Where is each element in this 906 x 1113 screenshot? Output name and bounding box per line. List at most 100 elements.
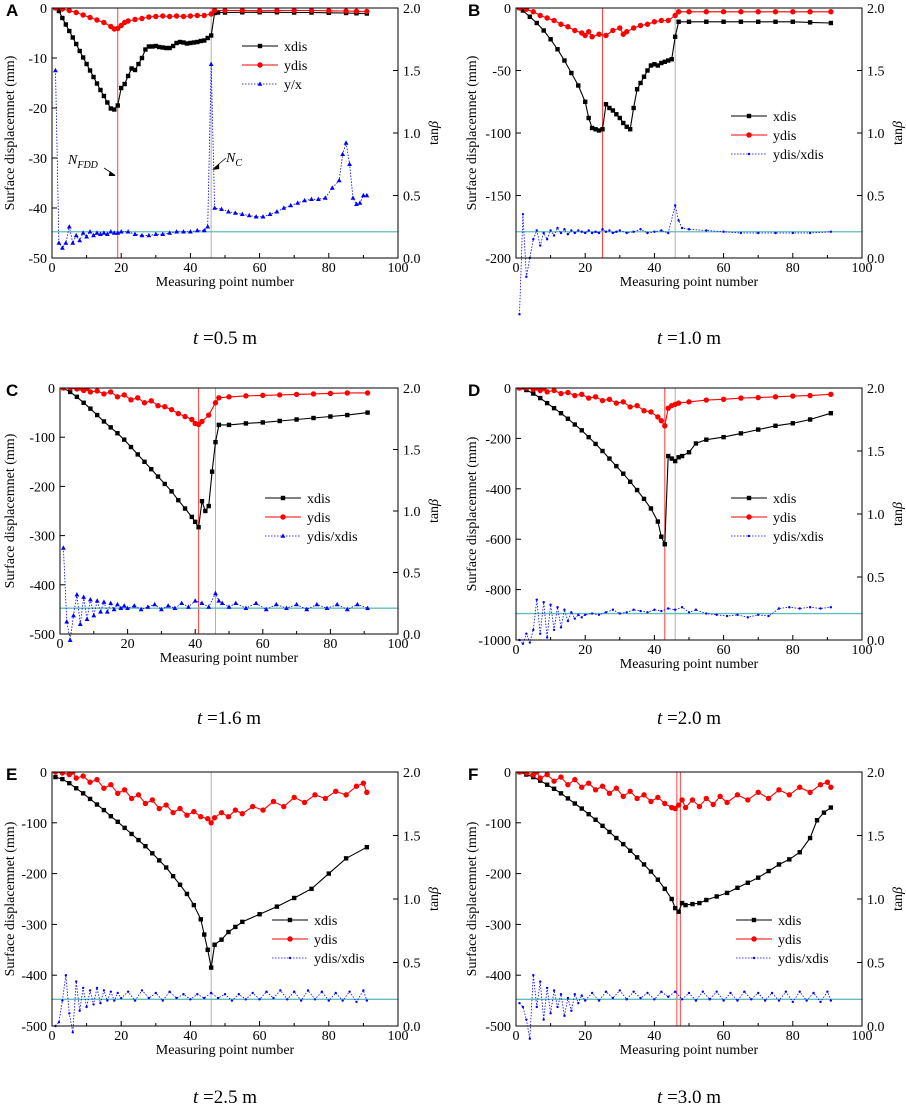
series-xdis <box>517 388 834 547</box>
data-point <box>125 73 131 79</box>
data-point <box>286 998 289 1001</box>
data-point <box>694 608 698 611</box>
y2-axis-title: tanβ <box>427 121 442 145</box>
y2-axis-title-text: tan <box>427 894 442 911</box>
data-point <box>532 238 535 241</box>
data-point <box>196 993 199 996</box>
data-point <box>199 498 205 504</box>
data-point <box>87 68 93 73</box>
data-point <box>154 991 157 995</box>
data-point <box>570 611 573 614</box>
data-point <box>52 772 59 775</box>
data-point <box>537 775 543 781</box>
data-point <box>585 29 592 35</box>
data-point <box>539 632 542 635</box>
data-point <box>139 55 145 61</box>
data-point <box>521 213 525 216</box>
data-point <box>141 400 148 406</box>
data-point <box>53 774 58 780</box>
data-point <box>620 793 626 800</box>
data-point <box>73 232 79 238</box>
data-point <box>237 993 241 996</box>
caption-value: =1.0 m <box>662 328 721 349</box>
data-point <box>655 519 661 524</box>
data-point <box>251 991 254 995</box>
data-point <box>136 61 141 67</box>
data-point <box>115 230 121 235</box>
y2-tick-label: 1.0 <box>867 893 885 908</box>
legend-marker <box>747 152 751 156</box>
data-point <box>738 19 744 24</box>
data-point <box>545 636 549 639</box>
legend-label: ydis/xdis <box>314 952 365 967</box>
data-point <box>184 891 190 897</box>
y-tick-label: 0 <box>40 2 47 17</box>
plot-frame <box>515 771 863 1027</box>
caption-variable: t <box>657 708 663 729</box>
data-point <box>309 196 314 202</box>
data-point <box>105 100 110 105</box>
legend-label: xdis <box>314 914 337 929</box>
data-point <box>817 782 824 788</box>
data-point <box>121 787 128 793</box>
data-point <box>147 996 151 1000</box>
data-point <box>552 628 556 632</box>
data-point <box>209 469 215 474</box>
data-point <box>59 8 66 12</box>
data-point <box>641 407 647 414</box>
data-point <box>667 607 670 610</box>
y-tick-label: -500 <box>485 1020 511 1035</box>
data-point <box>767 614 770 618</box>
panel-letter: A <box>6 1 18 20</box>
data-point <box>577 229 580 232</box>
x-tick-label: 20 <box>578 643 592 658</box>
y2-axis-title: tanβ <box>891 502 906 526</box>
data-point <box>829 999 833 1002</box>
data-point <box>74 592 80 597</box>
data-point <box>187 13 194 19</box>
data-point <box>98 87 103 93</box>
data-point <box>149 797 156 803</box>
data-point <box>108 229 114 234</box>
data-point <box>722 999 725 1002</box>
data-point <box>181 229 186 234</box>
data-point <box>233 600 239 606</box>
caption-variable: t <box>193 328 199 349</box>
legend-marker <box>257 43 263 49</box>
data-point <box>829 606 833 609</box>
data-point <box>333 788 339 795</box>
data-point <box>52 8 59 11</box>
panel-letter: E <box>6 765 17 784</box>
data-point <box>343 8 349 14</box>
data-point <box>821 810 827 815</box>
data-point <box>755 9 761 15</box>
data-point <box>724 890 730 896</box>
data-point <box>705 229 708 232</box>
y2-tick-label: 1.0 <box>403 893 421 908</box>
data-point <box>206 503 211 509</box>
data-point <box>341 999 344 1002</box>
data-point <box>299 999 303 1002</box>
data-point <box>774 231 777 235</box>
legend-label: xdis <box>284 40 307 55</box>
data-point <box>347 161 352 167</box>
data-point <box>80 791 86 796</box>
series-xdis <box>517 8 834 133</box>
data-point <box>74 394 80 400</box>
data-point <box>592 787 599 793</box>
data-point <box>77 48 82 54</box>
data-point <box>108 600 114 606</box>
data-point <box>828 805 834 810</box>
data-point <box>184 812 190 818</box>
annotation-arrowhead <box>108 171 116 176</box>
data-point <box>579 806 584 811</box>
data-point <box>80 773 86 779</box>
data-point <box>555 47 560 52</box>
data-point <box>177 39 183 45</box>
data-point <box>535 1005 538 1009</box>
data-point <box>216 395 222 401</box>
y2-tick-label: 1.5 <box>403 65 421 80</box>
data-point <box>128 397 134 403</box>
data-point <box>211 8 218 14</box>
data-point <box>209 991 213 995</box>
